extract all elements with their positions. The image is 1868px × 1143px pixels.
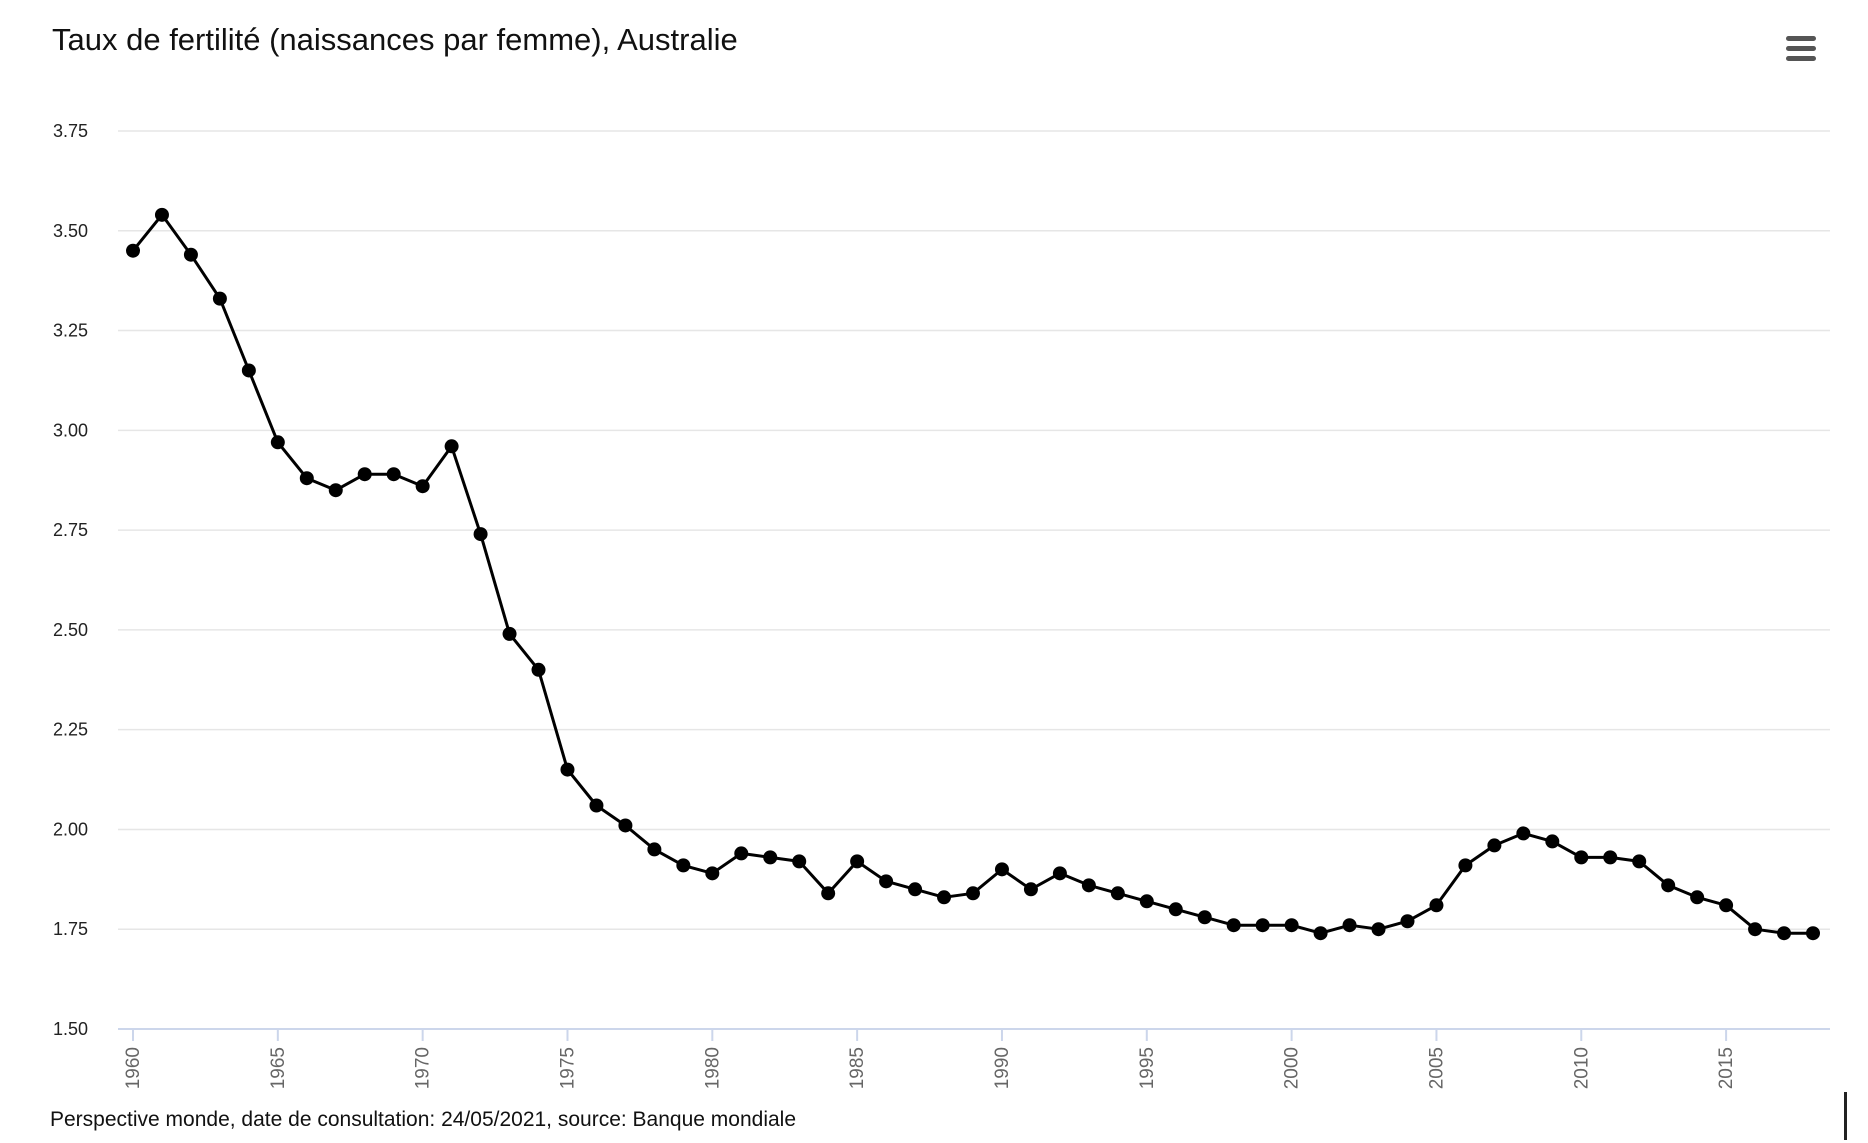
data-point xyxy=(792,854,807,869)
x-tick-label: 2015 xyxy=(1716,1047,1737,1089)
x-tick-label: 1980 xyxy=(702,1047,723,1089)
data-point xyxy=(1400,914,1415,929)
y-tick-label: 3.75 xyxy=(53,121,88,141)
x-tick-label: 2005 xyxy=(1426,1047,1447,1089)
data-point xyxy=(560,762,575,777)
x-tick-label: 2000 xyxy=(1282,1047,1303,1089)
data-point xyxy=(183,247,198,262)
data-point xyxy=(1255,918,1270,933)
data-point xyxy=(618,818,633,833)
x-tick-label: 1990 xyxy=(992,1047,1013,1089)
y-tick-label: 1.50 xyxy=(53,1019,88,1039)
data-point xyxy=(1458,858,1473,873)
x-tick-label: 1965 xyxy=(268,1047,289,1089)
data-point xyxy=(908,882,923,897)
y-tick-label: 2.75 xyxy=(53,520,88,540)
series-line-layer xyxy=(131,213,1813,935)
y-tick-label: 3.00 xyxy=(53,420,88,440)
data-point xyxy=(1342,918,1357,933)
data-point xyxy=(1313,926,1328,941)
data-point xyxy=(1226,918,1241,933)
data-point xyxy=(850,854,865,869)
data-point xyxy=(821,886,836,901)
data-point xyxy=(1748,922,1763,937)
y-axis-tick-labels: 1.50 1.75 2.00 2.25 2.50 2.75 3.00 3.25 3.50 3.75 xyxy=(53,121,88,1039)
data-point xyxy=(994,862,1009,877)
y-tick-label: 3.50 xyxy=(53,221,88,241)
x-tick-label: 1985 xyxy=(847,1047,868,1089)
data-point xyxy=(531,662,546,677)
hamburger-menu-icon xyxy=(1786,36,1816,41)
source-footer: Perspective monde, date de consultation:… xyxy=(50,1108,797,1131)
data-point xyxy=(1806,926,1820,941)
data-point xyxy=(154,207,169,222)
data-point xyxy=(1777,926,1792,941)
data-point xyxy=(270,435,285,450)
data-point xyxy=(473,527,488,542)
y-tick-label: 2.50 xyxy=(53,620,88,640)
data-point xyxy=(937,890,952,905)
x-tick-label: 2010 xyxy=(1571,1047,1592,1089)
data-point xyxy=(676,858,691,873)
data-points xyxy=(126,207,1820,941)
data-point xyxy=(589,798,604,813)
data-point xyxy=(126,243,140,258)
data-point xyxy=(1661,878,1676,893)
data-point xyxy=(1081,878,1096,893)
data-point xyxy=(1023,882,1038,897)
data-point xyxy=(1487,838,1502,853)
axes xyxy=(118,1028,1830,1041)
y-tick-label: 2.25 xyxy=(53,720,88,740)
data-point xyxy=(386,467,401,482)
hamburger-menu-icon-bar xyxy=(1786,56,1816,61)
data-point xyxy=(1574,850,1589,865)
data-point xyxy=(1197,910,1212,925)
data-point xyxy=(1110,886,1125,901)
data-point xyxy=(1516,826,1531,841)
data-point xyxy=(357,467,372,482)
x-tick-label: 1995 xyxy=(1137,1047,1158,1089)
data-point xyxy=(1603,850,1618,865)
data-point xyxy=(705,866,720,881)
data-point xyxy=(328,483,343,498)
series-line xyxy=(131,213,1813,935)
data-point xyxy=(1139,894,1154,909)
y-tick-label: 1.75 xyxy=(53,919,88,939)
x-tick-label: 1960 xyxy=(123,1047,144,1089)
x-axis-tick-labels: 1960 1965 1970 1975 1980 1985 1990 1995 2000 2005… xyxy=(123,1047,1737,1089)
data-point xyxy=(1284,918,1299,933)
y-tick-label: 3.25 xyxy=(53,321,88,341)
data-point xyxy=(444,439,459,454)
data-point xyxy=(1690,890,1705,905)
data-point xyxy=(879,874,894,889)
x-tick-label: 1970 xyxy=(413,1047,434,1089)
data-point xyxy=(1052,866,1067,881)
scrollbar-indicator[interactable] xyxy=(1844,1092,1847,1140)
data-point xyxy=(734,846,749,861)
data-point xyxy=(966,886,980,901)
data-point xyxy=(1632,854,1647,869)
y-tick-label: 2.00 xyxy=(53,819,88,839)
data-point xyxy=(415,479,430,494)
x-tick-label: 1975 xyxy=(557,1047,578,1089)
data-point xyxy=(1429,898,1444,913)
data-point xyxy=(1545,834,1560,849)
data-point xyxy=(1719,898,1734,913)
data-point xyxy=(502,626,517,641)
chart-menu-button[interactable] xyxy=(1782,32,1822,68)
data-point xyxy=(212,291,227,306)
data-point xyxy=(763,850,778,865)
data-point xyxy=(647,842,662,857)
data-point xyxy=(299,471,314,486)
data-point xyxy=(1371,922,1386,937)
chart-title: Taux de fertilité (naissances par femme)… xyxy=(52,22,738,57)
grid-lines xyxy=(118,130,1830,930)
data-point xyxy=(241,363,256,378)
hamburger-menu-icon-bar xyxy=(1786,46,1816,51)
data-point xyxy=(1168,902,1183,917)
